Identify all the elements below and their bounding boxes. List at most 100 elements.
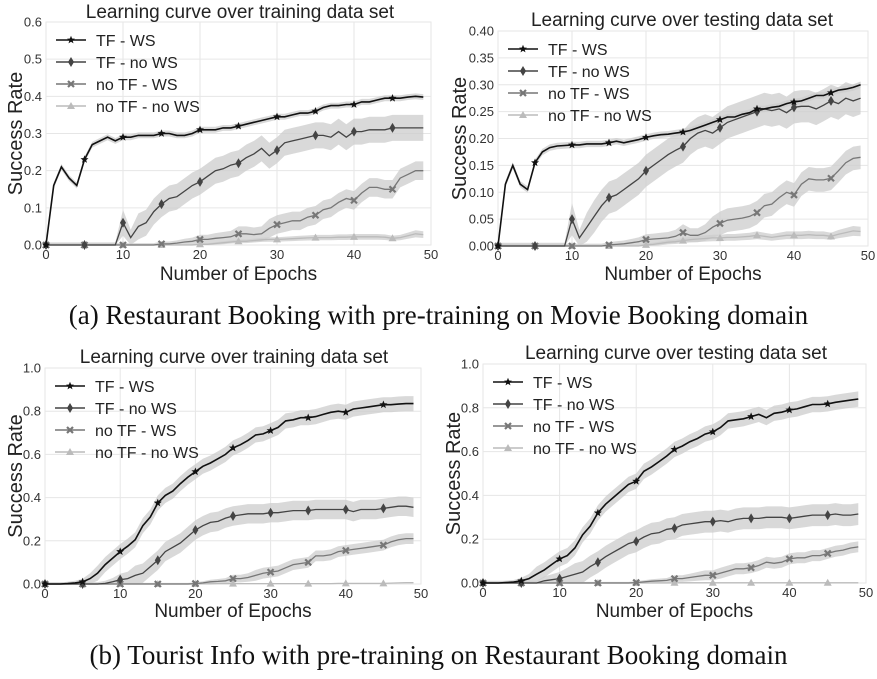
data-marker (642, 240, 650, 248)
data-marker (556, 573, 563, 584)
series-tf-ws (42, 94, 424, 249)
data-marker (273, 235, 281, 243)
y-tick-label: 0.10 (469, 185, 494, 200)
legend-item: no TF - WS (56, 77, 178, 94)
legend-label: no TF - WS (533, 419, 615, 436)
y-tick-label: 0.8 (461, 400, 479, 415)
chart-title: Learning curve over testing data set (531, 10, 834, 31)
series-tf-ws (41, 400, 414, 588)
data-marker (823, 399, 832, 408)
x-tick-label: 10 (116, 247, 130, 262)
confidence-band (483, 503, 859, 583)
confidence-band (498, 82, 861, 246)
confidence-band (45, 496, 414, 584)
x-tick-label: 20 (193, 247, 207, 262)
data-marker (632, 477, 641, 485)
data-marker (823, 549, 832, 558)
data-marker (312, 130, 319, 141)
legend-label: TF - no WS (96, 55, 178, 72)
data-marker (679, 127, 687, 136)
data-marker (304, 413, 313, 422)
data-marker (824, 510, 831, 521)
legend-label: no TF - no WS (533, 441, 637, 458)
legend: TF - WS TF - no WS no TF - WS no TF - no WS (56, 33, 200, 116)
x-tick-label: 40 (347, 247, 361, 262)
y-tick-label: 1.0 (461, 357, 479, 372)
y-axis-label: Success Rate (5, 414, 27, 537)
data-marker (716, 219, 724, 228)
data-marker (157, 129, 166, 137)
y-tick-label: 0.6 (461, 444, 479, 459)
series-tf-no-ws (42, 503, 414, 589)
legend-item: TF - no WS (508, 64, 630, 81)
data-marker (605, 241, 613, 249)
chart-tourist-testing: 0 10 20 30 40 50 0.0 0.2 0.4 0.6 0.8 1.0 Learning cu… (443, 343, 873, 622)
series-tf-ws (479, 398, 859, 587)
data-marker (633, 536, 640, 547)
x-tick-label: 10 (565, 248, 579, 263)
confidence-band (498, 81, 861, 246)
data-marker (593, 508, 602, 517)
x-tick-label: 40 (787, 248, 801, 263)
y-tick-label: 0.40 (469, 24, 494, 39)
chart-title: Learning curve over training data set (86, 2, 395, 23)
y-tick-label: 0.6 (23, 447, 41, 462)
x-tick-label: 10 (552, 585, 566, 600)
data-marker (266, 426, 275, 434)
y-tick-label: 0.15 (469, 158, 494, 173)
data-marker (153, 498, 162, 507)
data-marker (388, 234, 397, 242)
data-marker (389, 122, 396, 133)
data-marker (274, 145, 280, 156)
legend-label: no TF - WS (548, 86, 630, 103)
data-marker (388, 94, 397, 102)
data-marker (273, 112, 281, 121)
data-marker (479, 578, 487, 587)
x-tick-label: 50 (861, 248, 875, 263)
x-axis-label: Number of Epochs (160, 264, 317, 285)
data-marker (305, 505, 312, 516)
data-marker (670, 574, 679, 583)
caption-a: (a) Restaurant Booking with pre-training… (68, 300, 809, 330)
data-marker (117, 574, 124, 585)
y-tick-label: 0.0 (23, 577, 41, 592)
legend-item: no TF - no WS (493, 441, 637, 458)
data-marker (304, 558, 312, 567)
data-marker (154, 580, 162, 588)
data-marker (311, 211, 320, 220)
chart-title: Learning curve over training data set (80, 347, 389, 368)
x-tick-label: 0 (41, 586, 48, 601)
legend-item: no TF - WS (508, 86, 630, 103)
data-marker (350, 196, 358, 205)
legend-item: TF - WS (493, 375, 593, 392)
x-tick-label: 30 (263, 586, 277, 601)
y-tick-label: 0.25 (469, 104, 494, 119)
data-marker (304, 579, 313, 587)
data-marker (235, 158, 242, 169)
data-marker (229, 443, 237, 452)
data-marker (568, 242, 576, 250)
data-marker (120, 217, 126, 228)
data-marker (594, 557, 601, 568)
data-marker (311, 233, 320, 241)
y-axis-label: Success Rate (5, 72, 27, 195)
data-marker (709, 516, 716, 527)
data-marker (234, 230, 243, 238)
data-marker (116, 547, 125, 555)
x-axis-label: Number of Epochs (604, 264, 761, 285)
data-marker (379, 541, 388, 549)
data-marker (671, 523, 678, 534)
data-marker (80, 155, 89, 163)
data-marker (517, 576, 526, 585)
legend-marker-icon (504, 444, 512, 451)
data-marker (342, 546, 350, 555)
confidence-band (46, 161, 424, 245)
legend-item: TF - WS (56, 33, 156, 50)
data-marker (823, 578, 832, 586)
legend-marker-icon (68, 57, 74, 67)
data-marker (679, 236, 687, 244)
data-marker (234, 237, 243, 245)
x-tick-label: 30 (706, 585, 720, 600)
legend-label: TF - no WS (548, 64, 630, 81)
data-marker (341, 408, 350, 416)
